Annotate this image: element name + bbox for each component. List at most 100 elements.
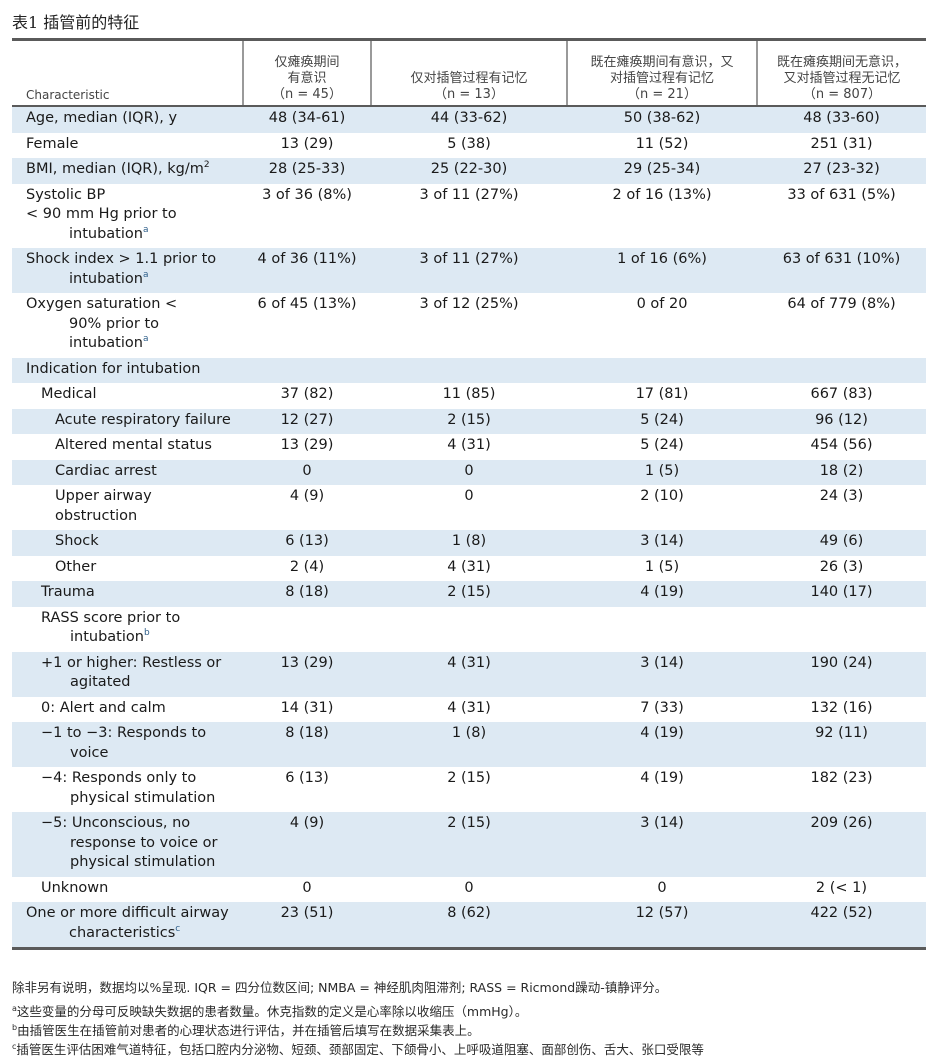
row-label: BMI, median (IQR), kg/m2 bbox=[12, 158, 243, 184]
row-label: −4: Responds only to physical stimulatio… bbox=[41, 770, 216, 806]
cell: 667 (83) bbox=[810, 386, 873, 402]
cell: 28 (25-33) bbox=[243, 158, 371, 184]
cell bbox=[567, 357, 757, 383]
cell: 44 (33-62) bbox=[371, 106, 567, 133]
row-label: Unknown bbox=[41, 879, 109, 896]
cell: 1 (8) bbox=[371, 530, 567, 556]
table-row: One or more difficult airway characteris… bbox=[12, 902, 926, 949]
cell: 8 (62) bbox=[371, 902, 567, 949]
cell bbox=[757, 607, 926, 652]
row-label: Cardiac arrest bbox=[12, 459, 243, 485]
cell: 26 (3) bbox=[819, 558, 864, 575]
table-title: 表1 插管前的特征 bbox=[12, 13, 140, 32]
row-label: −5: Unconscious, no response to voice or… bbox=[12, 812, 243, 877]
row-label: −1 to −3: Responds to voice bbox=[12, 722, 243, 767]
cell: 4 (19) bbox=[567, 581, 757, 607]
cell bbox=[371, 607, 567, 652]
characteristics-table: Characteristic 仅瘫痪期间 有意识 （n = 45） 仅对插管过程… bbox=[12, 38, 926, 950]
table-row: Oxygen saturation < 90% prior to intubat… bbox=[12, 293, 926, 358]
cell bbox=[371, 357, 567, 383]
cell: 11 (85) bbox=[442, 386, 496, 402]
row-label: Shock index > 1.1 prior to intubationa bbox=[12, 248, 243, 293]
footnote-mark: b bbox=[143, 628, 150, 639]
header-group-2: 仅对插管过程有记忆 （n = 13） bbox=[370, 39, 567, 107]
row-label: Altered mental status bbox=[55, 437, 212, 453]
row-label: 0: Alert and calm bbox=[41, 699, 166, 716]
cell: 17 (81) bbox=[635, 386, 689, 402]
cell: 1 (8) bbox=[371, 722, 567, 767]
footnote-c: c插管医生评估困难气道特征，包括口腔内分泌物、短颈、颈部固定、下颌骨小、上呼吸道… bbox=[12, 1041, 704, 1057]
row-label: Systolic BP < 90 mm Hg prior to intubati… bbox=[26, 186, 177, 242]
table-row: 0: Alert and calm 14 (31) 4 (31) 7 (33) … bbox=[12, 697, 926, 723]
cell: 182 (23) bbox=[810, 770, 873, 786]
table-row: +1 or higher: Restless or agitated 13 (2… bbox=[12, 651, 926, 697]
cell: 48 (33-60) bbox=[757, 106, 926, 133]
table-row: Unknown 0 0 0 2 (< 1) bbox=[12, 877, 926, 903]
footnote-mark: a bbox=[142, 269, 149, 280]
cell: 0 bbox=[371, 459, 567, 485]
header-group-4: 既在瘫痪期间无意识， 又对插管过程无记忆 （n = 807） bbox=[756, 39, 926, 107]
cell: 3 (14) bbox=[567, 812, 757, 877]
table-row: Altered mental status 13 (29) 4 (31) 5 (… bbox=[12, 434, 926, 460]
cell: 2 (4) bbox=[289, 558, 325, 575]
cell: 0 bbox=[243, 459, 371, 485]
row-label: Other bbox=[55, 558, 97, 575]
row-label: +1 or higher: Restless or agitated bbox=[12, 651, 243, 697]
section-label: RASS score prior to intubationb bbox=[41, 609, 181, 646]
table-row: Medical 37 (82) 11 (85) 17 (81) 667 (83) bbox=[12, 383, 926, 409]
cell: 4 (19) bbox=[567, 722, 757, 767]
table-row: Female 13 (29) 5 (38) 11 (52) 251 (31) bbox=[12, 133, 926, 159]
cell: 13 (29) bbox=[243, 651, 371, 697]
cell: 64 of 779 (8%) bbox=[787, 296, 896, 312]
cell: 5 (38) bbox=[447, 135, 491, 152]
cell: 11 (52) bbox=[635, 135, 689, 152]
table-row: Other 2 (4) 4 (31) 1 (5) 26 (3) bbox=[12, 556, 926, 582]
cell: 12 (57) bbox=[567, 902, 757, 949]
row-label: Age, median (IQR), y bbox=[12, 106, 243, 133]
cell: 48 (34-61) bbox=[243, 106, 371, 133]
cell bbox=[243, 357, 371, 383]
footnote-general: 除非另有说明，数据均以%呈现. IQR = 四分位数区间; NMBA = 神经肌… bbox=[12, 980, 668, 995]
cell: 454 (56) bbox=[810, 437, 873, 453]
header-characteristic: Characteristic bbox=[12, 39, 243, 107]
row-label: Trauma bbox=[12, 581, 243, 607]
cell: 3 of 36 (8%) bbox=[262, 186, 352, 203]
cell: 4 (31) bbox=[371, 651, 567, 697]
cell: 3 of 11 (27%) bbox=[419, 186, 519, 203]
cell: 2 (10) bbox=[640, 488, 684, 504]
cell: 4 (31) bbox=[447, 558, 491, 575]
row-label: Acute respiratory failure bbox=[12, 408, 243, 434]
cell: 2 (15) bbox=[371, 581, 567, 607]
cell: 140 (17) bbox=[757, 581, 926, 607]
row-label: Upper airway obstruction bbox=[55, 488, 152, 524]
section-label: Indication for intubation bbox=[12, 357, 243, 383]
cell bbox=[567, 607, 757, 652]
cell: 132 (16) bbox=[810, 699, 873, 716]
table-row: Trauma 8 (18) 2 (15) 4 (19) 140 (17) bbox=[12, 581, 926, 607]
table-row: Acute respiratory failure 12 (27) 2 (15)… bbox=[12, 408, 926, 434]
cell: 4 (31) bbox=[447, 437, 491, 453]
cell: 4 (19) bbox=[640, 770, 684, 786]
table-row: −4: Responds only to physical stimulatio… bbox=[12, 767, 926, 812]
table-row: Indication for intubation bbox=[12, 357, 926, 383]
cell: 6 of 45 (13%) bbox=[257, 296, 357, 312]
cell: 4 (31) bbox=[447, 699, 491, 716]
cell: 14 (31) bbox=[280, 699, 334, 716]
table-row: BMI, median (IQR), kg/m2 28 (25-33) 25 (… bbox=[12, 158, 926, 184]
cell: 12 (27) bbox=[243, 408, 371, 434]
table-row: Upper airway obstruction 4 (9) 0 2 (10) … bbox=[12, 485, 926, 530]
cell: 4 (9) bbox=[289, 488, 325, 504]
table-row: Shock 6 (13) 1 (8) 3 (14) 49 (6) bbox=[12, 530, 926, 556]
cell: 96 (12) bbox=[757, 408, 926, 434]
cell: 4 of 36 (11%) bbox=[243, 248, 371, 293]
cell: 63 of 631 (10%) bbox=[757, 248, 926, 293]
footnote-mark: a bbox=[142, 334, 149, 345]
cell: 29 (25-34) bbox=[567, 158, 757, 184]
row-label: Medical bbox=[41, 386, 97, 402]
footnote-b: b由插管医生在插管前对患者的心理状态进行评估，并在插管后填写在数据采集表上。 bbox=[12, 1022, 480, 1038]
row-label: Female bbox=[26, 135, 79, 152]
cell: 13 (29) bbox=[280, 437, 334, 453]
cell: 5 (24) bbox=[640, 437, 684, 453]
cell: 209 (26) bbox=[757, 812, 926, 877]
table-footnotes: 除非另有说明，数据均以%呈现. IQR = 四分位数区间; NMBA = 神经肌… bbox=[12, 978, 926, 1059]
